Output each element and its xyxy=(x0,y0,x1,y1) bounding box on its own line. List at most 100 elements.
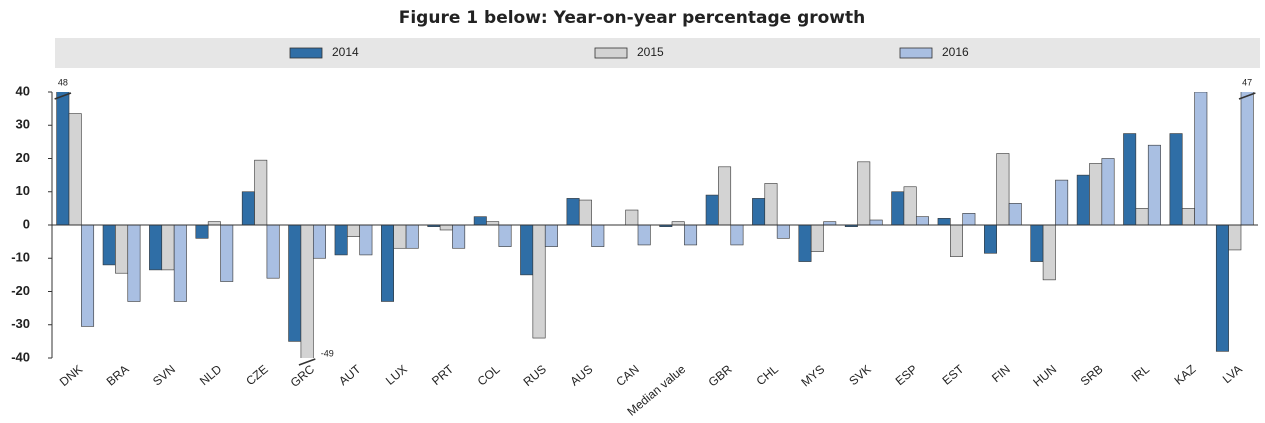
legend-band xyxy=(55,38,1260,68)
plot-area xyxy=(56,92,1254,358)
legend-label: 2015 xyxy=(637,45,664,59)
value-label: -49 xyxy=(321,348,334,358)
bar xyxy=(1042,224,1056,281)
bar xyxy=(532,224,546,339)
bar xyxy=(1194,92,1208,226)
y-tick-label: -30 xyxy=(11,316,30,331)
bar xyxy=(1076,174,1090,226)
bar xyxy=(718,166,732,226)
bar xyxy=(764,183,778,226)
bar xyxy=(962,213,976,226)
bar xyxy=(266,224,280,279)
bar xyxy=(903,186,917,226)
bar xyxy=(439,224,453,231)
x-tick-label: LUX xyxy=(383,362,410,388)
x-tick-label: CHL xyxy=(754,362,782,388)
bar xyxy=(544,224,558,247)
bar xyxy=(1030,224,1044,262)
bar xyxy=(288,224,302,342)
y-tick-label: -40 xyxy=(11,349,30,364)
bar xyxy=(498,224,512,247)
bar xyxy=(347,224,360,237)
bar xyxy=(381,224,395,302)
break-mark xyxy=(298,358,316,366)
x-tick-label: NLD xyxy=(197,362,225,388)
bar xyxy=(473,216,487,226)
bar xyxy=(984,224,997,254)
x-tick-label: AUS xyxy=(567,362,595,389)
x-tick-label: KAZ xyxy=(1172,362,1199,388)
x-tick-label: CAN xyxy=(613,362,641,389)
bar xyxy=(1240,92,1254,226)
x-tick-label: MYS xyxy=(798,362,827,389)
bar xyxy=(798,224,812,262)
bar xyxy=(1147,144,1161,226)
break-mark xyxy=(54,92,72,100)
x-tick-label: DNK xyxy=(57,362,85,389)
bar xyxy=(161,224,175,271)
legend-swatch xyxy=(289,47,323,59)
bar xyxy=(950,224,963,257)
bar xyxy=(1055,179,1069,226)
x-tick-label: SVK xyxy=(846,362,873,388)
value-label: 47 xyxy=(1242,77,1252,87)
bar xyxy=(1008,203,1022,226)
bar xyxy=(1101,158,1115,226)
bar xyxy=(857,161,871,226)
bar xyxy=(102,224,116,266)
y-tick-label: 20 xyxy=(16,150,30,165)
x-tick-label: BRA xyxy=(104,362,132,389)
bar xyxy=(1135,208,1149,226)
y-tick-label: -20 xyxy=(11,283,30,298)
x-tick-label: HUN xyxy=(1030,362,1059,389)
chart-title: Figure 1 below: Year-on-year percentage … xyxy=(399,8,866,28)
x-tick-label: IRL xyxy=(1129,362,1153,385)
bar xyxy=(56,92,70,226)
x-tick-label: COL xyxy=(475,362,503,389)
bar xyxy=(334,224,348,256)
bar xyxy=(115,224,129,274)
bar xyxy=(1169,133,1183,226)
legend-swatch xyxy=(899,47,933,59)
bar xyxy=(312,224,326,259)
bar xyxy=(241,191,255,226)
bar xyxy=(405,224,419,249)
bar xyxy=(684,224,698,246)
break-mark xyxy=(1238,92,1256,100)
bar xyxy=(452,224,466,249)
y-tick-label: 0 xyxy=(23,216,30,231)
x-tick-label: ESP xyxy=(893,362,920,388)
bar xyxy=(1215,224,1229,352)
bar xyxy=(520,224,534,276)
legend-label: 2014 xyxy=(332,45,359,59)
bar xyxy=(81,224,95,327)
bar xyxy=(730,224,744,246)
bar xyxy=(752,198,766,226)
bar xyxy=(869,219,883,226)
bar xyxy=(149,224,163,271)
x-tick-label: CZE xyxy=(243,362,270,388)
y-tick-label: -10 xyxy=(11,250,30,265)
bar xyxy=(68,113,82,226)
y-tick-label: 10 xyxy=(16,183,30,198)
legend-swatch xyxy=(594,47,628,59)
x-tick-label: EST xyxy=(940,362,967,388)
bar xyxy=(637,224,651,246)
bar xyxy=(1228,224,1242,251)
x-tick-label: RUS xyxy=(521,362,549,389)
bar xyxy=(1181,208,1195,226)
bar xyxy=(591,224,605,247)
bar xyxy=(566,198,580,226)
bar xyxy=(937,218,951,226)
value-label: 48 xyxy=(58,77,68,87)
bar xyxy=(359,224,373,256)
bar xyxy=(1123,133,1137,226)
x-tick-label: FIN xyxy=(989,362,1013,385)
x-tick-label: LVA xyxy=(1220,362,1245,386)
x-tick-label: GBR xyxy=(706,362,735,390)
x-tick-label: SRB xyxy=(1078,362,1106,389)
bar xyxy=(195,224,209,239)
bar xyxy=(996,153,1010,226)
x-tick-label: PRT xyxy=(429,362,457,388)
